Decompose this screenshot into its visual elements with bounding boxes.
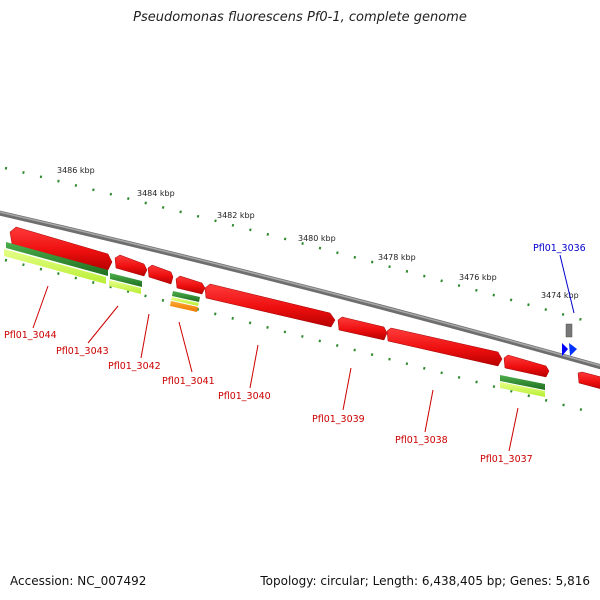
- feature-blocks-3041: [170, 291, 200, 312]
- gene-arrow-pfl01-3043[interactable]: [114, 254, 148, 277]
- gene-arrow-next[interactable]: [577, 371, 600, 390]
- scale-label-3474: 3474 kbp: [541, 291, 579, 300]
- scale-label-3478: 3478 kbp: [378, 253, 416, 262]
- feature-blocks-3044: [4, 242, 108, 284]
- blue-arrow-right[interactable]: [569, 343, 577, 356]
- gene-arrow-pfl01-3039[interactable]: [337, 316, 388, 341]
- gene-label-pfl01-3041[interactable]: Pfl01_3041: [162, 376, 215, 387]
- gene-label-pfl01-3040[interactable]: Pfl01_3040: [218, 391, 271, 402]
- label-leader-lines: [32, 285, 519, 452]
- gene-arrow-pfl01-3037[interactable]: [503, 354, 550, 378]
- scale-label-3476: 3476 kbp: [459, 273, 497, 282]
- accession-text: Accession: NC_007492: [10, 574, 147, 588]
- gene-arrow-pfl01-3042[interactable]: [147, 264, 174, 285]
- gene-marker-pfl01-3036[interactable]: [565, 323, 573, 338]
- scale-label-3482: 3482 kbp: [217, 211, 255, 220]
- genome-backbone: [0, 210, 600, 370]
- map-title: Pseudomonas fluorescens Pf0-1, complete …: [133, 10, 467, 25]
- gene-label-pfl01-3043[interactable]: Pfl01_3043: [56, 346, 109, 357]
- gene-arrow-pfl01-3041-red[interactable]: [175, 275, 206, 295]
- gene-arrow-pfl01-3038[interactable]: [386, 327, 503, 367]
- genome-summary-text: Topology: circular; Length: 6,438,405 bp…: [260, 574, 590, 588]
- gene-label-pfl01-3039[interactable]: Pfl01_3039: [312, 414, 365, 425]
- scale-label-3480: 3480 kbp: [298, 234, 336, 243]
- highlight-leader-line: [559, 254, 575, 314]
- gene-label-pfl01-3044[interactable]: Pfl01_3044: [4, 330, 57, 341]
- gene-label-pfl01-3036[interactable]: Pfl01_3036: [533, 243, 586, 254]
- gene-label-pfl01-3038[interactable]: Pfl01_3038: [395, 435, 448, 446]
- blue-arrow-left[interactable]: [562, 343, 568, 356]
- upper-scale-ticks: [4, 166, 591, 324]
- feature-blocks-3043: [109, 273, 142, 294]
- scale-label-3484: 3484 kbp: [137, 189, 175, 198]
- gene-label-pfl01-3037[interactable]: Pfl01_3037: [480, 454, 533, 465]
- gene-arrow-pfl01-3040[interactable]: [204, 283, 336, 328]
- gene-label-pfl01-3042[interactable]: Pfl01_3042: [108, 361, 161, 372]
- scale-label-3486: 3486 kbp: [57, 166, 95, 175]
- feature-blocks-3037: [500, 375, 545, 397]
